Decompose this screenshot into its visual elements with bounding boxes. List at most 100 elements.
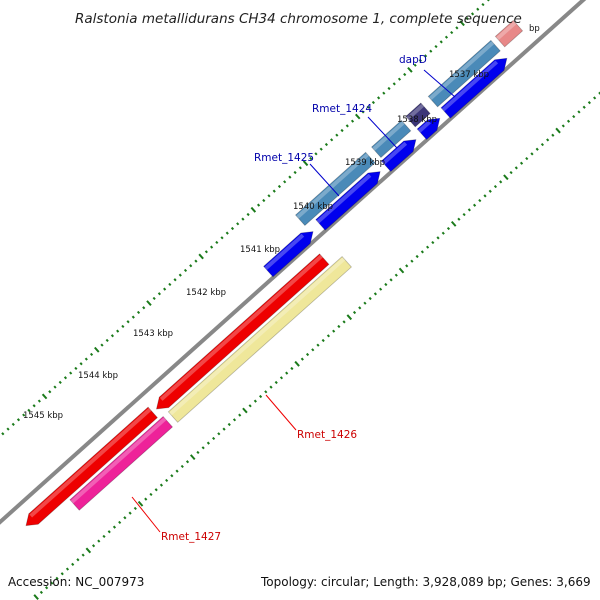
minor-tick [465, 16, 469, 21]
minor-tick [472, 203, 477, 207]
minor-tick [173, 278, 177, 282]
forward-cds-lane [263, 57, 508, 278]
minor-tick [285, 371, 289, 375]
major-tick [33, 594, 39, 600]
gene-label-rmet-1424[interactable]: Rmet_1424 [312, 103, 372, 115]
minor-tick [112, 525, 117, 529]
minor-tick [382, 91, 386, 95]
minor-tick [201, 446, 205, 450]
minor-tick [210, 245, 214, 249]
callout-rmet-1424 [367, 116, 398, 149]
minor-tick [332, 329, 336, 333]
callout-rmet-1426 [265, 394, 297, 431]
minor-tick [133, 506, 137, 511]
minor-tick [230, 226, 235, 231]
gene-label-rmet-1426[interactable]: Rmet_1426 [297, 429, 357, 441]
minor-tick [403, 72, 407, 77]
minor-tick [55, 576, 59, 581]
minor-tick [361, 110, 365, 114]
minor-tick [110, 334, 115, 338]
minor-tick [455, 26, 459, 30]
minor-tick [225, 231, 229, 235]
cds-arrow-rmet-1427 [25, 406, 158, 527]
minor-tick [413, 63, 417, 67]
minor-tick [330, 138, 334, 142]
minor-tick [593, 96, 597, 100]
minor-tick [384, 282, 388, 287]
minor-tick [305, 352, 310, 357]
minor-tick [128, 511, 132, 515]
minor-tick [74, 366, 78, 371]
cds-arrow-rmet-1425-highlight [264, 233, 305, 270]
minor-tick [206, 441, 210, 445]
minor-tick [446, 226, 451, 231]
cds-arrow-highlight [417, 120, 431, 133]
minor-tick [467, 208, 471, 212]
minor-tick [259, 394, 263, 399]
minor-tick [519, 161, 524, 165]
minor-tick [535, 147, 539, 151]
minor-tick [279, 376, 284, 380]
minor-tick [159, 483, 164, 487]
minor-tick [232, 418, 237, 422]
gene-bar-top-edge-highlight [496, 21, 517, 41]
minor-tick [431, 240, 435, 245]
minor-tick [222, 427, 226, 431]
scale-ticks-inner [33, 91, 600, 600]
minor-tick [236, 222, 240, 226]
cds-arrow-rmet-1426-highlight [159, 254, 323, 401]
minor-tick [371, 100, 375, 105]
minor-tick [311, 348, 315, 352]
cds-arrow-highlight [441, 60, 499, 112]
minor-tick [324, 142, 328, 147]
minor-tick [368, 296, 372, 301]
gene-label-dapd[interactable]: dapD [399, 54, 427, 66]
minor-tick [194, 259, 198, 263]
minor-tick [540, 142, 545, 147]
minor-tick [444, 35, 449, 39]
gene-bar-highlight [428, 41, 495, 101]
genome-summary-text: Topology: circular; Length: 3,928,089 bp… [260, 575, 591, 589]
minor-tick [105, 338, 109, 343]
callout-rmet-1425 [309, 163, 340, 197]
gene-bar [427, 39, 501, 108]
minor-tick [277, 184, 282, 189]
minor-tick [478, 198, 482, 203]
label-callouts [131, 69, 456, 533]
minor-tick [118, 520, 122, 525]
minor-tick [342, 320, 346, 324]
minor-tick [154, 488, 158, 492]
minor-tick [363, 301, 367, 305]
minor-tick [326, 334, 331, 338]
gene-labels: dapD Rmet_1424 Rmet_1425 Rmet_1426 Rmet_… [161, 54, 427, 543]
gene-bar-dapd-highlight [372, 121, 405, 151]
cds-arrow-rmet-1424 [315, 171, 381, 231]
gene-label-rmet-1427[interactable]: Rmet_1427 [161, 531, 221, 543]
minor-tick [60, 572, 64, 576]
gene-bar-dark-highlight [406, 103, 425, 121]
minor-tick [149, 492, 153, 497]
minor-tick [379, 287, 383, 291]
minor-tick [377, 96, 381, 100]
minor-tick [274, 380, 278, 385]
gene-bar-rmet-1424-highlight [296, 153, 369, 219]
minor-tick [410, 259, 414, 263]
minor-tick [178, 273, 182, 277]
minor-tick [253, 399, 257, 403]
tick-label: 1541 kbp [240, 245, 280, 255]
gene-bar-dark [405, 102, 431, 128]
major-tick [198, 253, 204, 260]
gene-label-rmet-1425[interactable]: Rmet_1425 [254, 152, 314, 164]
minor-tick [439, 40, 443, 44]
gene-bar-dapd [371, 119, 412, 159]
minor-tick [269, 385, 273, 389]
minor-tick [63, 376, 68, 380]
minor-tick [144, 497, 148, 501]
major-tick [137, 500, 144, 507]
major-tick [398, 267, 405, 274]
minor-tick [170, 474, 174, 478]
minor-tick [561, 124, 565, 128]
gene-bar-rmet-1427 [69, 415, 174, 511]
